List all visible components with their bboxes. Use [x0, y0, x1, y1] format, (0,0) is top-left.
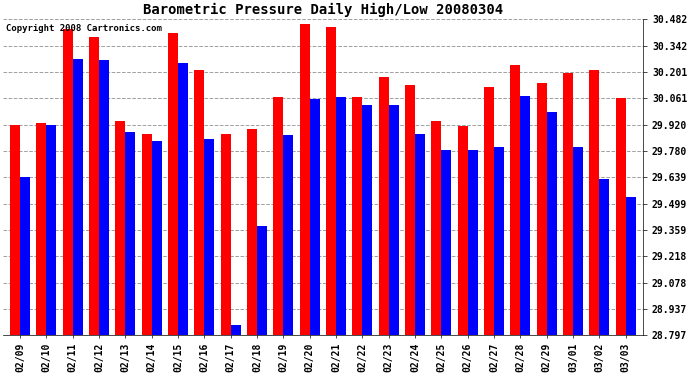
Bar: [336, 97, 346, 335]
Title: Barometric Pressure Daily High/Low 20080304: Barometric Pressure Daily High/Low 20080…: [143, 3, 503, 17]
Bar: [573, 147, 583, 335]
Bar: [442, 150, 451, 335]
Bar: [72, 59, 83, 335]
Bar: [195, 70, 204, 335]
Bar: [589, 70, 600, 335]
Bar: [247, 129, 257, 335]
Bar: [511, 65, 520, 335]
Bar: [141, 134, 152, 335]
Bar: [46, 125, 57, 335]
Bar: [126, 132, 135, 335]
Bar: [484, 87, 494, 335]
Bar: [178, 63, 188, 335]
Bar: [20, 177, 30, 335]
Bar: [257, 226, 267, 335]
Bar: [273, 97, 284, 335]
Bar: [457, 126, 468, 335]
Bar: [152, 141, 161, 335]
Bar: [494, 147, 504, 335]
Bar: [353, 97, 362, 335]
Text: Copyright 2008 Cartronics.com: Copyright 2008 Cartronics.com: [6, 24, 162, 33]
Bar: [388, 105, 399, 335]
Bar: [537, 82, 546, 335]
Bar: [230, 325, 241, 335]
Bar: [326, 27, 336, 335]
Bar: [520, 96, 531, 335]
Bar: [546, 112, 557, 335]
Bar: [415, 134, 425, 335]
Bar: [615, 98, 626, 335]
Bar: [405, 84, 415, 335]
Bar: [379, 77, 388, 335]
Bar: [168, 33, 178, 335]
Bar: [89, 37, 99, 335]
Bar: [37, 123, 46, 335]
Bar: [431, 121, 442, 335]
Bar: [284, 135, 293, 335]
Bar: [299, 24, 310, 335]
Bar: [362, 105, 373, 335]
Bar: [468, 150, 477, 335]
Bar: [204, 139, 215, 335]
Bar: [221, 134, 230, 335]
Bar: [310, 99, 319, 335]
Bar: [115, 121, 126, 335]
Bar: [10, 125, 20, 335]
Bar: [626, 197, 635, 335]
Bar: [63, 29, 72, 335]
Bar: [600, 179, 609, 335]
Bar: [563, 73, 573, 335]
Bar: [99, 60, 109, 335]
